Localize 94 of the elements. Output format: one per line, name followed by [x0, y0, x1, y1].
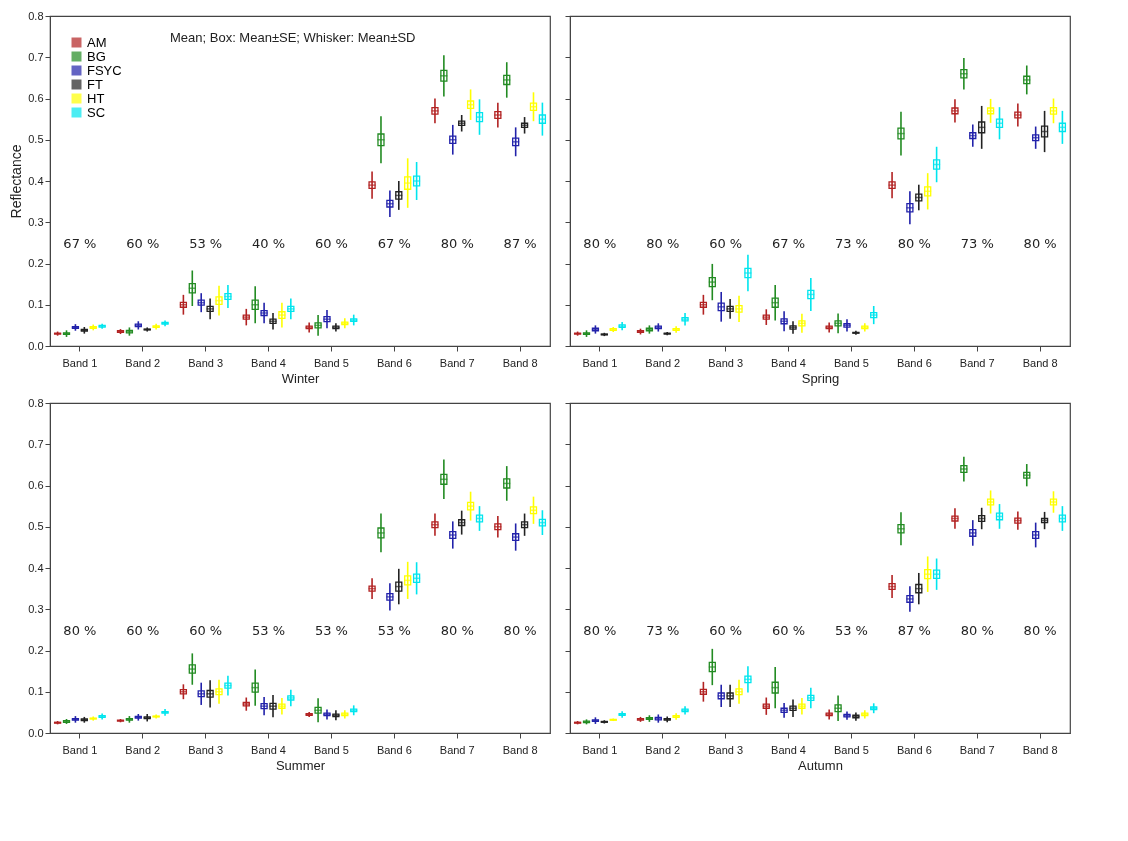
y-tick-label: 0.5: [28, 520, 44, 533]
annotation: 53 %: [377, 622, 411, 638]
annotation: 53 %: [314, 622, 348, 638]
annotation: 53 %: [189, 235, 223, 251]
annotation: 53 %: [252, 622, 286, 638]
legend-label: BG: [87, 48, 106, 64]
x-tick-label: Band 5: [834, 743, 869, 756]
annotation: 73 %: [960, 235, 994, 251]
y-tick-label: 0.2: [28, 644, 44, 656]
x-axis-title: Autumn: [798, 757, 843, 773]
x-tick-label: Band 4: [771, 743, 806, 756]
x-tick-label: Band 8: [502, 743, 538, 756]
x-tick-label: Band 2: [645, 356, 681, 369]
x-tick-label: Band 2: [645, 743, 681, 756]
y-tick-label: 0.4: [28, 561, 44, 574]
annotation: 67 %: [377, 235, 411, 251]
annotation: 80 %: [1023, 235, 1057, 251]
x-axis-title: Summer: [275, 757, 326, 773]
text: Mean; Box: Mean±SE; Whisker: Mean±SD: [170, 30, 416, 45]
x-tick-label: Band 4: [251, 356, 286, 369]
y-tick-label: 0.5: [28, 133, 44, 146]
x-tick-label: Band 6: [896, 743, 932, 756]
y-tick-label: 0.8: [28, 396, 44, 409]
y-axis-title: Reflectance: [8, 144, 25, 219]
annotation: 73 %: [646, 622, 680, 638]
annotation: 80 %: [440, 622, 474, 638]
x-tick-label: Band 7: [959, 743, 995, 756]
annotation: 80 %: [503, 622, 537, 638]
y-tick-label: 0.1: [28, 298, 44, 311]
annotation: 80 %: [897, 235, 931, 251]
annotation: 60 %: [126, 235, 160, 251]
x-axis-title: Spring: [801, 370, 840, 386]
x-tick-label: Band 5: [314, 356, 349, 369]
y-tick-label: 0.0: [28, 726, 44, 739]
x-tick-label: Band 7: [439, 356, 475, 369]
y-tick-label: 0.4: [28, 174, 44, 187]
y-tick-label: 0.7: [28, 437, 44, 450]
annotation: 80 %: [440, 235, 474, 251]
y-tick-label: 0.0: [28, 339, 44, 352]
x-tick-label: Band 8: [1022, 356, 1058, 369]
annotation: 60 %: [314, 235, 348, 251]
annotation: 60 %: [126, 622, 160, 638]
annotation: 60 %: [189, 622, 223, 638]
annotation: 53 %: [834, 622, 868, 638]
x-tick-label: Band 3: [188, 356, 224, 369]
annotation: 60 %: [709, 622, 743, 638]
x-tick-label: Band 2: [125, 356, 161, 369]
annotation: 40 %: [252, 235, 286, 251]
legend-label: HT: [87, 90, 105, 106]
x-tick-label: Band 1: [582, 743, 618, 756]
x-tick-label: Band 6: [896, 356, 932, 369]
x-tick-label: Band 8: [1022, 743, 1058, 756]
x-tick-label: Band 5: [834, 356, 869, 369]
legend-label: FT: [87, 76, 103, 92]
x-tick-label: Band 6: [376, 356, 412, 369]
annotation: 80 %: [583, 622, 617, 638]
y-tick-label: 0.3: [28, 215, 44, 228]
x-tick-label: Band 3: [188, 743, 224, 756]
annotation: 80 %: [63, 622, 97, 638]
y-tick-label: 0.3: [28, 602, 44, 615]
y-tick-label: 0.8: [28, 9, 44, 22]
x-tick-label: Band 1: [582, 356, 618, 369]
y-tick-label: 0.7: [28, 50, 44, 63]
x-axis-title: Winter: [281, 370, 320, 386]
annotation: 87 %: [897, 622, 931, 638]
x-tick-label: Band 3: [708, 356, 744, 369]
annotation: 60 %: [772, 622, 806, 638]
x-tick-label: Band 4: [251, 743, 286, 756]
annotation: 67 %: [63, 235, 97, 251]
y-tick-label: 0.2: [28, 257, 44, 269]
y-tick-label: 0.6: [28, 92, 44, 104]
x-tick-label: Band 6: [376, 743, 412, 756]
y-tick-label: 0.6: [28, 479, 44, 491]
annotation: 67 %: [772, 235, 806, 251]
y-tick-label: 0.1: [28, 685, 44, 698]
x-tick-label: Band 3: [708, 743, 744, 756]
x-tick-label: Band 1: [62, 356, 98, 369]
x-tick-label: Band 8: [502, 356, 538, 369]
legend-label: SC: [87, 104, 106, 120]
x-tick-label: Band 1: [62, 743, 98, 756]
legend-label: FSYC: [87, 62, 122, 78]
annotation: 60 %: [709, 235, 743, 251]
x-tick-label: Band 4: [771, 356, 806, 369]
x-tick-label: Band 7: [439, 743, 475, 756]
x-tick-label: Band 2: [125, 743, 161, 756]
annotation: 73 %: [834, 235, 868, 251]
x-tick-label: Band 7: [959, 356, 995, 369]
annotation: 80 %: [960, 622, 994, 638]
annotation: 80 %: [646, 235, 680, 251]
legend-label: AM: [87, 34, 107, 50]
annotation: 80 %: [583, 235, 617, 251]
annotation: 87 %: [503, 235, 537, 251]
x-tick-label: Band 5: [314, 743, 349, 756]
annotation: 80 %: [1023, 622, 1057, 638]
